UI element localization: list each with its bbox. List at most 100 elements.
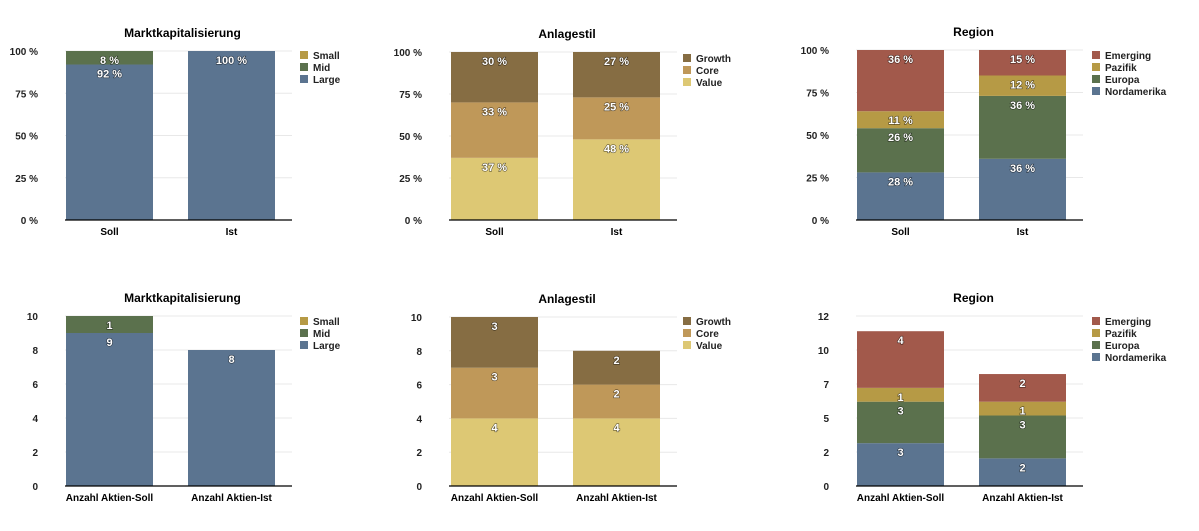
legend-label: Europa <box>1105 75 1140 86</box>
y-tick-label: 7 <box>823 380 829 391</box>
y-tick-label: 25 % <box>399 174 422 185</box>
bar-segment <box>857 111 944 129</box>
bar-segment <box>573 384 660 419</box>
bar-segment <box>857 50 944 112</box>
y-tick-label: 50 % <box>15 132 38 143</box>
data-label: 3 <box>1019 420 1025 432</box>
bar-segment <box>451 157 538 220</box>
legend-label: Value <box>696 341 723 352</box>
data-label: 1 <box>897 392 903 404</box>
bar-segment <box>979 374 1066 402</box>
legend-label: Nordamerika <box>1105 87 1167 98</box>
data-label: 37 % <box>482 162 507 174</box>
data-label: 36 % <box>1010 100 1035 112</box>
data-label: 100 % <box>216 55 247 67</box>
data-label: 15 % <box>1010 54 1035 66</box>
data-label: 2 <box>1019 378 1025 390</box>
y-tick-label: 50 % <box>806 131 829 142</box>
bar-segment <box>979 415 1066 459</box>
y-tick-label: 4 <box>416 414 422 425</box>
y-tick-label: 100 % <box>394 48 422 59</box>
bar-segment <box>66 64 153 221</box>
y-tick-label: 100 % <box>10 47 38 58</box>
y-tick-label: 75 % <box>399 90 422 101</box>
data-label: 36 % <box>1010 163 1035 175</box>
y-tick-label: 12 <box>818 312 830 323</box>
bar-segment <box>573 418 660 486</box>
data-label: 3 <box>491 372 497 384</box>
chart-title: Anlagestil <box>538 292 595 306</box>
data-label: 2 <box>613 389 619 401</box>
legend-label: Growth <box>696 54 731 65</box>
x-category-label: Soll <box>485 227 504 238</box>
x-category-label: Anzahl Aktien-Soll <box>66 493 154 504</box>
legend-swatch <box>1092 353 1100 361</box>
data-label: 33 % <box>482 106 507 118</box>
legend-swatch <box>300 51 308 59</box>
bar-segment <box>573 350 660 385</box>
bar-segment <box>979 50 1066 76</box>
bar-segment <box>573 139 660 220</box>
y-tick-label: 0 % <box>405 216 422 227</box>
legend-label: Mid <box>313 329 330 340</box>
y-tick-label: 50 % <box>399 132 422 143</box>
x-category-label: Ist <box>611 227 623 238</box>
bar-segment <box>451 102 538 158</box>
legend-label: Mid <box>313 63 330 74</box>
y-tick-label: 8 <box>416 347 422 358</box>
x-category-label: Anzahl Aktien-Soll <box>857 493 945 504</box>
legend-swatch <box>683 329 691 337</box>
x-category-label: Ist <box>226 227 238 238</box>
data-label: 11 % <box>888 115 913 127</box>
y-tick-label: 2 <box>416 448 422 459</box>
legend-label: Core <box>696 329 719 340</box>
legend-swatch <box>1092 329 1100 337</box>
bar-segment <box>979 158 1066 220</box>
y-tick-label: 0 <box>416 482 422 493</box>
x-category-label: Anzahl Aktien-Soll <box>451 493 539 504</box>
data-label: 28 % <box>888 176 913 188</box>
y-tick-label: 10 <box>27 312 39 323</box>
data-label: 4 <box>613 422 620 434</box>
legend-label: Large <box>313 341 341 352</box>
chart-title: Marktkapitalisierung <box>124 26 241 40</box>
legend-swatch <box>1092 341 1100 349</box>
bar-segment <box>573 52 660 98</box>
legend-label: Large <box>313 75 341 86</box>
chart-title: Region <box>953 25 994 39</box>
chart-title: Region <box>953 291 994 305</box>
y-tick-label: 0 % <box>21 216 38 227</box>
data-label: 26 % <box>888 132 913 144</box>
legend-label: Emerging <box>1105 317 1151 328</box>
data-label: 48 % <box>604 143 629 155</box>
bar-segment <box>979 458 1066 486</box>
legend-swatch <box>683 78 691 86</box>
data-label: 36 % <box>888 54 913 66</box>
bar-segment <box>66 51 153 65</box>
legend-label: Value <box>696 78 723 89</box>
data-label: 2 <box>1019 462 1025 474</box>
bar-segment <box>857 128 944 173</box>
legend-swatch <box>300 329 308 337</box>
x-category-label: Anzahl Aktien-Ist <box>191 493 272 504</box>
data-label: 1 <box>106 320 112 332</box>
bar-segment <box>573 97 660 140</box>
y-tick-label: 0 <box>32 482 38 493</box>
bar-segment <box>451 317 538 368</box>
y-tick-label: 10 <box>818 346 830 357</box>
y-tick-label: 2 <box>823 448 829 459</box>
legend-swatch <box>300 341 308 349</box>
y-tick-label: 75 % <box>15 89 38 100</box>
x-category-label: Ist <box>1017 227 1029 238</box>
bar-segment <box>979 401 1066 416</box>
x-category-label: Anzahl Aktien-Ist <box>576 493 657 504</box>
bar-segment <box>451 367 538 419</box>
chart-title: Anlagestil <box>538 27 595 41</box>
legend-swatch <box>1092 63 1100 71</box>
legend-label: Growth <box>696 317 731 328</box>
data-label: 92 % <box>97 69 122 81</box>
x-category-label: Soll <box>891 227 910 238</box>
bar-segment <box>451 418 538 486</box>
legend-label: Small <box>313 51 340 62</box>
data-label: 4 <box>897 335 904 347</box>
